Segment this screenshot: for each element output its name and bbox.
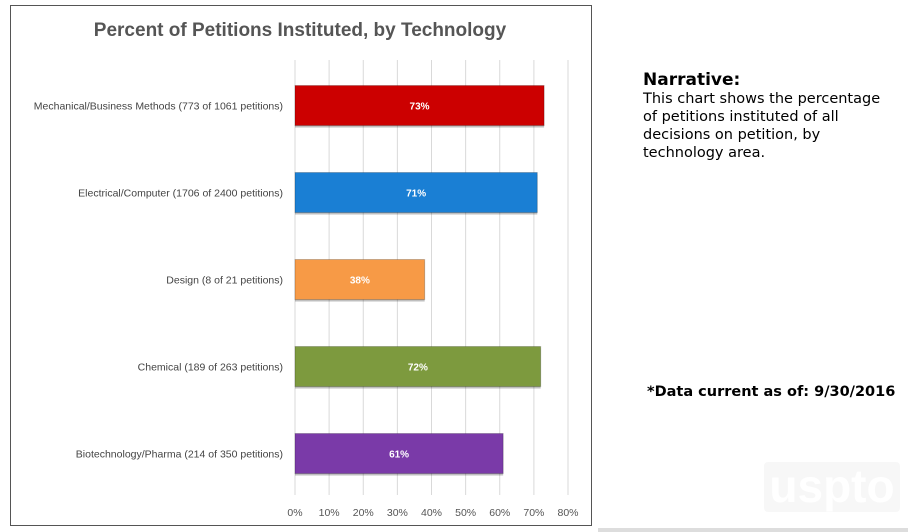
x-tick-label: 30% <box>387 507 408 519</box>
category-label: Chemical (189 of 263 petitions) <box>138 362 283 374</box>
data-as-of: *Data current as of: 9/30/2016 <box>647 384 896 400</box>
category-label: Biotechnology/Pharma (214 of 350 petitio… <box>76 449 283 461</box>
x-tick-label: 0% <box>287 507 302 519</box>
category-label: Mechanical/Business Methods (773 of 1061… <box>34 101 283 113</box>
bar <box>294 433 504 474</box>
x-tick-label: 60% <box>489 507 510 519</box>
uspto-logo: uspto <box>764 462 900 512</box>
x-tick-label: 70% <box>523 507 544 519</box>
narrative: Narrative: This chart shows the percenta… <box>643 70 893 162</box>
bar <box>294 259 426 300</box>
data-label: 72% <box>408 363 428 374</box>
bar-chart: Percent of Petitions Instituted, by Tech… <box>34 20 579 519</box>
x-tick-label: 20% <box>353 507 374 519</box>
data-label: 38% <box>350 276 370 287</box>
narrative-body: This chart shows the percentage of petit… <box>643 91 881 161</box>
data-label: 61% <box>389 450 409 461</box>
x-tick-label: 80% <box>557 507 578 519</box>
category-label: Electrical/Computer (1706 of 2400 petiti… <box>78 188 283 200</box>
data-label: 73% <box>410 102 430 113</box>
bar <box>294 85 545 126</box>
chart-title: Percent of Petitions Instituted, by Tech… <box>94 20 507 41</box>
x-tick-label: 50% <box>455 507 476 519</box>
bar <box>294 172 538 213</box>
narrative-heading: Narrative: <box>643 70 741 90</box>
x-tick-label: 10% <box>319 507 340 519</box>
bar <box>294 346 542 387</box>
x-tick-label: 40% <box>421 507 442 519</box>
category-label: Design (8 of 21 petitions) <box>166 275 283 287</box>
data-label: 71% <box>406 189 426 200</box>
divider <box>598 528 908 532</box>
